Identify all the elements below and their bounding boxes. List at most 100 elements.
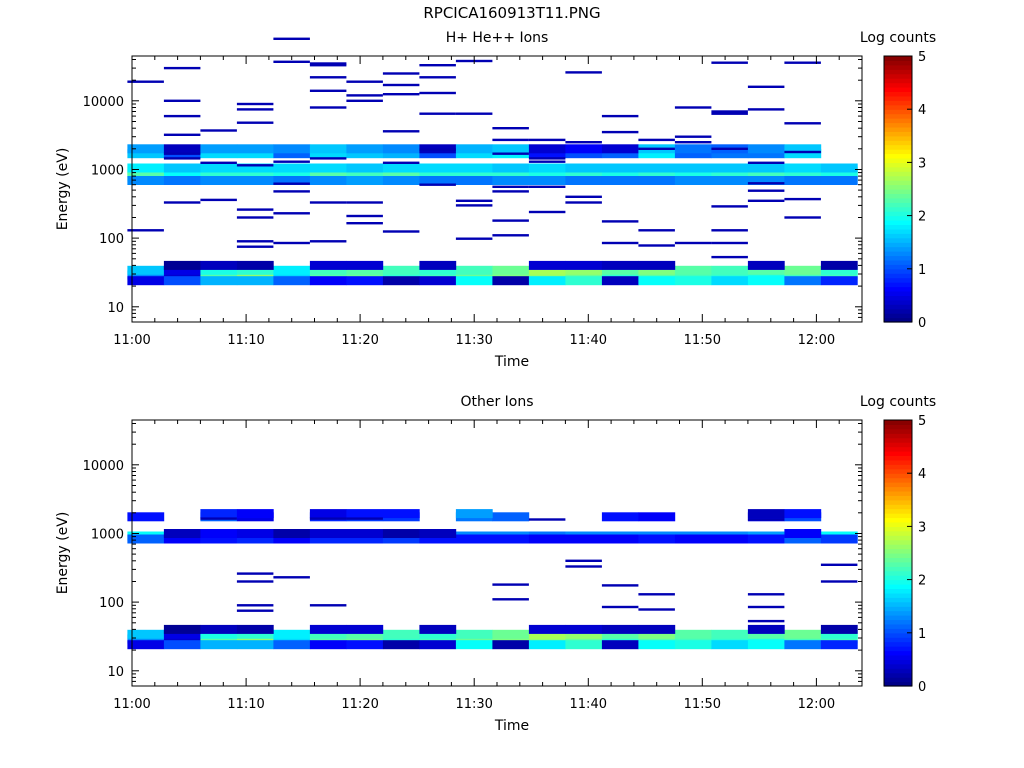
colorbar-swatch (884, 451, 912, 456)
heatmap-cell (200, 629, 238, 639)
heatmap-cell (200, 260, 238, 270)
heatmap-cell (382, 130, 420, 133)
heatmap-cell (163, 176, 201, 185)
heatmap-cell (601, 114, 639, 118)
y-tick-label: 1000 (91, 527, 124, 542)
heatmap-cell (273, 529, 311, 538)
heatmap-cell (127, 265, 165, 275)
heatmap-cell (455, 509, 493, 519)
x-axis-label: Time (494, 718, 529, 734)
colorbar-swatch (884, 619, 912, 625)
x-tick-label: 11:20 (341, 697, 378, 712)
heatmap-cell (382, 529, 420, 538)
heatmap-cell (492, 598, 529, 601)
colorbar-swatch (884, 237, 912, 243)
heatmap-cell (601, 640, 639, 650)
heatmap-cell (127, 176, 165, 185)
heatmap-cell (236, 265, 274, 275)
heatmap-cell (346, 270, 384, 280)
heatmap-cell (528, 265, 566, 275)
x-tick-label: 11:10 (227, 333, 264, 348)
heatmap-cell (638, 634, 676, 644)
heatmap-cell (565, 629, 603, 639)
heatmap-cell (601, 634, 639, 644)
colorbar-swatch (884, 291, 912, 296)
heatmap-cell (674, 265, 712, 275)
colorbar-tick-label: 2 (918, 210, 926, 225)
heatmap-cell (492, 512, 530, 522)
heatmap-cell (127, 534, 165, 544)
x-axis-ticks (131, 420, 863, 686)
heatmap-cell (455, 199, 493, 202)
colorbar-swatch (884, 468, 912, 474)
colorbar-tick-label: 4 (918, 467, 926, 482)
heatmap-cell (346, 265, 384, 275)
heatmap-cell (601, 163, 639, 173)
heatmap-cell (784, 122, 821, 125)
heatmap-cell (382, 534, 420, 544)
colorbar-swatch (884, 455, 912, 461)
colorbar-label: Log counts (860, 394, 936, 410)
heatmap-cell (309, 240, 347, 243)
heatmap-cell (346, 149, 384, 159)
colorbar-swatch (884, 579, 912, 585)
y-axis-ticks (132, 423, 862, 687)
heatmap-cell (820, 624, 858, 634)
heatmap-cell (419, 634, 457, 644)
colorbar-swatch (884, 259, 912, 265)
heatmap-cell (747, 605, 785, 609)
colorbar-swatch (884, 135, 912, 141)
heatmap-cell (273, 576, 310, 579)
colorbar-swatch (884, 64, 912, 70)
heatmap-cell (309, 149, 347, 159)
heatmap-cell (820, 534, 858, 544)
heatmap-cell (273, 276, 311, 286)
x-tick-label: 11:40 (570, 333, 607, 348)
heatmap-cell (638, 176, 676, 185)
colorbar-swatch (884, 149, 912, 155)
colorbar-frame (883, 419, 913, 687)
colorbar-swatch (884, 131, 912, 137)
heatmap-cell (163, 99, 201, 102)
heatmap-cell (820, 163, 858, 173)
colorbar-swatch (884, 211, 912, 217)
heatmap-cell (200, 176, 238, 185)
heatmap-cell (747, 182, 785, 185)
colorbar-swatch (884, 557, 912, 563)
heatmap-cells (127, 37, 858, 286)
heatmap-cell (273, 60, 310, 63)
colorbar-swatch (884, 637, 912, 643)
heatmap-cell (127, 276, 165, 286)
heatmap-cell (382, 634, 420, 644)
heatmap-cell (163, 66, 201, 70)
colorbar-swatch (884, 189, 912, 194)
colorbar-swatch (884, 459, 912, 465)
heatmap-cell (784, 276, 822, 286)
heatmap-cell (638, 512, 676, 522)
heatmap-cell (638, 147, 675, 150)
heatmap-cell (565, 260, 603, 270)
colorbar-swatch (884, 610, 912, 616)
colorbar-swatch (884, 655, 912, 660)
colorbar-swatch (884, 477, 912, 483)
heatmap-cell (711, 147, 748, 150)
heatmap-cell (382, 83, 420, 87)
heatmap-cell (127, 634, 165, 644)
colorbar (884, 56, 912, 323)
heatmap-cell (638, 608, 675, 611)
heatmap-cell (309, 624, 347, 634)
heatmap-cell (674, 106, 712, 109)
colorbar-swatch (884, 588, 912, 594)
heatmap-cell (601, 260, 639, 270)
heatmap-cell (163, 133, 201, 136)
heatmap-cell (346, 276, 384, 286)
heatmap-cell (455, 534, 493, 544)
heatmap-cell (528, 163, 566, 173)
y-axis-ticks (132, 59, 862, 323)
heatmap-cell (711, 110, 748, 113)
heatmap-cell (236, 144, 274, 154)
colorbar-swatch (884, 553, 912, 558)
heatmap-cell (492, 234, 529, 237)
colorbar-swatch (884, 632, 912, 638)
heatmap-cell (492, 138, 529, 142)
